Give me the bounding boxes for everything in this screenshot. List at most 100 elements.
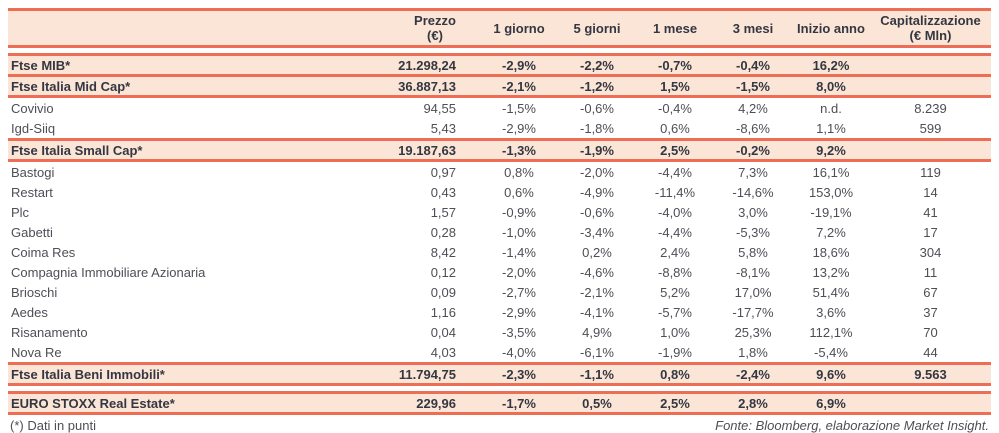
cell-1-giorno: -2,9% — [502, 57, 536, 73]
cell-inizio-anno: n.d. — [820, 100, 842, 116]
cell-5-giorni: -6,1% — [580, 344, 614, 360]
cell-5-giorni: -1,8% — [580, 120, 614, 136]
cell-1-giorno: -2,0% — [502, 264, 536, 280]
stock-row: Plc 1,57 -0,9% -0,6% -4,0% 3,0% -19,1% 41 — [8, 202, 991, 222]
column-header-1-giorno: 1 giorno — [493, 20, 545, 36]
cell-3-mesi: -0,2% — [736, 142, 770, 158]
row-label: Bastogi — [11, 164, 55, 180]
cell-capitalizzazione: 17 — [923, 224, 938, 240]
cell-1-mese: 1,5% — [660, 78, 690, 94]
cell-inizio-anno: 3,6% — [816, 304, 846, 320]
cell-capitalizzazione: 304 — [919, 244, 942, 260]
cell-inizio-anno: 51,4% — [812, 284, 850, 300]
cell-1-giorno: -1,5% — [502, 100, 536, 116]
cell-5-giorni: 0,5% — [582, 395, 612, 411]
cell-5-giorni: -2,1% — [580, 284, 614, 300]
cell-prezzo: 229,96 — [416, 395, 456, 411]
market-table: Prezzo (€) 1 giorno 5 giorni 1 mese 3 mesi Ini… — [8, 8, 991, 415]
table-footer: (*) Dati in punti Fonte: Bloomberg, elab… — [8, 418, 991, 433]
index-row: Ftse Italia Mid Cap* 36.887,13 -2,1% -1,2% 1… — [8, 77, 991, 98]
cell-prezzo: 5,43 — [430, 120, 456, 136]
cell-prezzo: 1,16 — [430, 304, 456, 320]
row-label: Covivio — [11, 100, 54, 116]
cell-inizio-anno: 9,2% — [816, 142, 846, 158]
row-label: Aedes — [11, 304, 48, 320]
cell-1-giorno: -2,1% — [502, 78, 536, 94]
cell-1-mese: 5,2% — [660, 284, 690, 300]
cell-capitalizzazione: 8.239 — [914, 100, 947, 116]
cell-capitalizzazione: 44 — [923, 344, 938, 360]
cell-capitalizzazione: 119 — [920, 164, 941, 180]
cell-1-giorno: -1,0% — [502, 224, 536, 240]
cell-inizio-anno: 112,1% — [809, 324, 853, 340]
cell-1-mese: -11,4% — [654, 184, 696, 200]
row-label: Igd-Siiq — [11, 120, 56, 136]
cell-prezzo: 0,97 — [430, 164, 456, 180]
cell-prezzo: 0,09 — [430, 284, 456, 300]
cell-inizio-anno: 6,9% — [816, 395, 846, 411]
stock-row: Compagnia Immobiliare Azionaria 0,12 -2,0%… — [8, 262, 991, 282]
column-header-capitalizzazione: Capitalizzazione (€ Mln) — [880, 13, 981, 43]
cell-1-giorno: -2,9% — [502, 304, 536, 320]
row-label: Gabetti — [11, 224, 53, 240]
cell-prezzo: 0,04 — [430, 324, 456, 340]
cell-prezzo: 8,42 — [430, 244, 456, 260]
cell-1-mese: -1,9% — [658, 344, 692, 360]
column-header-prezzo: Prezzo (€) — [414, 13, 456, 43]
cell-prezzo: 0,12 — [430, 264, 456, 280]
source-note: Fonte: Bloomberg, elaborazione Market In… — [715, 418, 989, 433]
cell-prezzo: 0,28 — [430, 224, 456, 240]
cell-prezzo: 19.187,63 — [398, 142, 456, 158]
cell-3-mesi: 2,8% — [738, 395, 768, 411]
row-label: Ftse Italia Mid Cap* — [11, 78, 131, 94]
cell-capitalizzazione: 67 — [923, 284, 938, 300]
cell-inizio-anno: -5,4% — [814, 344, 848, 360]
stock-row: Risanamento 0,04 -3,5% 4,9% 1,0% 25,3% 112,1% 7… — [8, 322, 991, 342]
cell-inizio-anno: 1,1% — [816, 120, 846, 136]
cell-capitalizzazione: 37 — [923, 304, 938, 320]
cell-inizio-anno: 16,2% — [812, 57, 850, 73]
cell-prezzo: 11.794,75 — [398, 366, 456, 382]
cell-1-mese: -5,7% — [658, 304, 692, 320]
cell-3-mesi: 3,0% — [738, 204, 768, 220]
cell-prezzo: 0,43 — [430, 184, 456, 200]
cell-1-giorno: -3,5% — [502, 324, 536, 340]
stock-row: Covivio 94,55 -1,5% -0,6% -0,4% 4,2% n.d. 8.239 — [8, 98, 991, 118]
cell-1-giorno: -0,9% — [502, 204, 536, 220]
cell-1-mese: 0,6% — [660, 120, 690, 136]
stock-row: Coima Res 8,42 -1,4% 0,2% 2,4% 5,8% 18,6% 304 — [8, 242, 991, 262]
cell-1-mese: -4,4% — [658, 164, 692, 180]
cell-1-mese: 2,5% — [660, 395, 690, 411]
cell-5-giorni: -0,6% — [580, 204, 614, 220]
cell-1-giorno: -1,3% — [502, 142, 536, 158]
cell-inizio-anno: 7,2% — [816, 224, 846, 240]
cell-inizio-anno: 13,2% — [812, 264, 850, 280]
column-header-3-mesi: 3 mesi — [732, 20, 774, 36]
cell-prezzo: 36.887,13 — [398, 78, 456, 94]
stock-row: Nova Re 4,03 -4,0% -6,1% -1,9% 1,8% -5,4% 44 — [8, 342, 991, 362]
table-header-row: Prezzo (€) 1 giorno 5 giorni 1 mese 3 mesi Ini… — [8, 8, 991, 48]
cell-inizio-anno: 16,1% — [812, 164, 850, 180]
cell-inizio-anno: 9,6% — [816, 366, 846, 382]
cell-1-giorno: 0,8% — [504, 164, 534, 180]
column-header-inizio-anno: Inizio anno — [797, 20, 865, 36]
cell-3-mesi: 4,2% — [738, 100, 768, 116]
index-row: EURO STOXX Real Estate* 229,96 -1,7% 0,5% 2,… — [8, 391, 991, 415]
cell-1-giorno: -1,4% — [502, 244, 536, 260]
cell-inizio-anno: -19,1% — [810, 204, 852, 220]
cell-1-giorno: 0,6% — [504, 184, 534, 200]
row-label: Compagnia Immobiliare Azionaria — [11, 264, 206, 280]
cell-capitalizzazione: 41 — [923, 204, 938, 220]
cell-1-giorno: -2,7% — [502, 284, 536, 300]
cell-1-mese: 0,8% — [660, 366, 690, 382]
index-row: Ftse MIB* 21.298,24 -2,9% -2,2% -0,7% -0,4% 16… — [8, 53, 991, 77]
column-header-5-giorni: 5 giorni — [573, 20, 621, 36]
cell-1-mese: 2,5% — [660, 142, 690, 158]
cell-capitalizzazione: 599 — [919, 120, 942, 136]
row-label: Plc — [11, 204, 30, 220]
cell-3-mesi: -1,5% — [736, 78, 770, 94]
cell-prezzo: 21.298,24 — [398, 57, 456, 73]
column-header-1-mese: 1 mese — [652, 20, 698, 36]
stock-row: Igd-Siiq 5,43 -2,9% -1,8% 0,6% -8,6% 1,1% 599 — [8, 118, 991, 138]
